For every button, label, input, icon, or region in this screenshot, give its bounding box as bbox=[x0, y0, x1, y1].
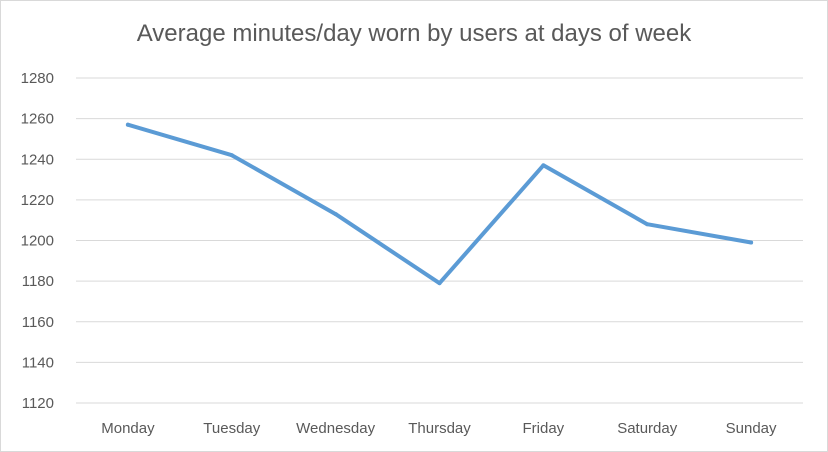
series-group bbox=[125, 122, 754, 286]
data-point bbox=[541, 163, 546, 168]
x-tick-label: Wednesday bbox=[296, 420, 375, 437]
x-tick-label: Monday bbox=[101, 420, 155, 437]
data-point bbox=[229, 153, 234, 158]
x-tick-label: Saturday bbox=[617, 420, 678, 437]
data-point bbox=[749, 240, 754, 245]
data-point bbox=[645, 222, 650, 227]
data-point bbox=[125, 122, 130, 127]
x-axis-ticks: Monday Tuesday Wednesday Thursday Friday Satu… bbox=[101, 420, 777, 437]
y-tick-label: 1260 bbox=[21, 111, 54, 128]
series-line bbox=[125, 122, 754, 286]
y-tick-label: 1240 bbox=[21, 151, 54, 168]
y-tick-label: 1120 bbox=[22, 395, 54, 412]
y-tick-label: 1160 bbox=[22, 314, 54, 331]
chart-title: Average minutes/day worn by users at day… bbox=[136, 20, 692, 47]
y-tick-label: 1280 bbox=[21, 70, 54, 87]
gridlines bbox=[76, 77, 803, 404]
y-tick-label: 1220 bbox=[21, 192, 54, 209]
data-point bbox=[333, 212, 338, 217]
data-point bbox=[437, 281, 442, 286]
y-axis-ticks: 1120 1140 1160 1180 1200 1220 1240 1260 1280 bbox=[21, 70, 54, 412]
x-tick-label: Thursday bbox=[408, 420, 471, 437]
y-tick-label: 1140 bbox=[22, 354, 54, 371]
x-tick-label: Sunday bbox=[726, 420, 777, 437]
y-tick-label: 1200 bbox=[21, 233, 54, 250]
x-tick-label: Tuesday bbox=[203, 420, 260, 437]
y-tick-label: 1180 bbox=[22, 273, 54, 290]
x-tick-label: Friday bbox=[523, 420, 565, 437]
